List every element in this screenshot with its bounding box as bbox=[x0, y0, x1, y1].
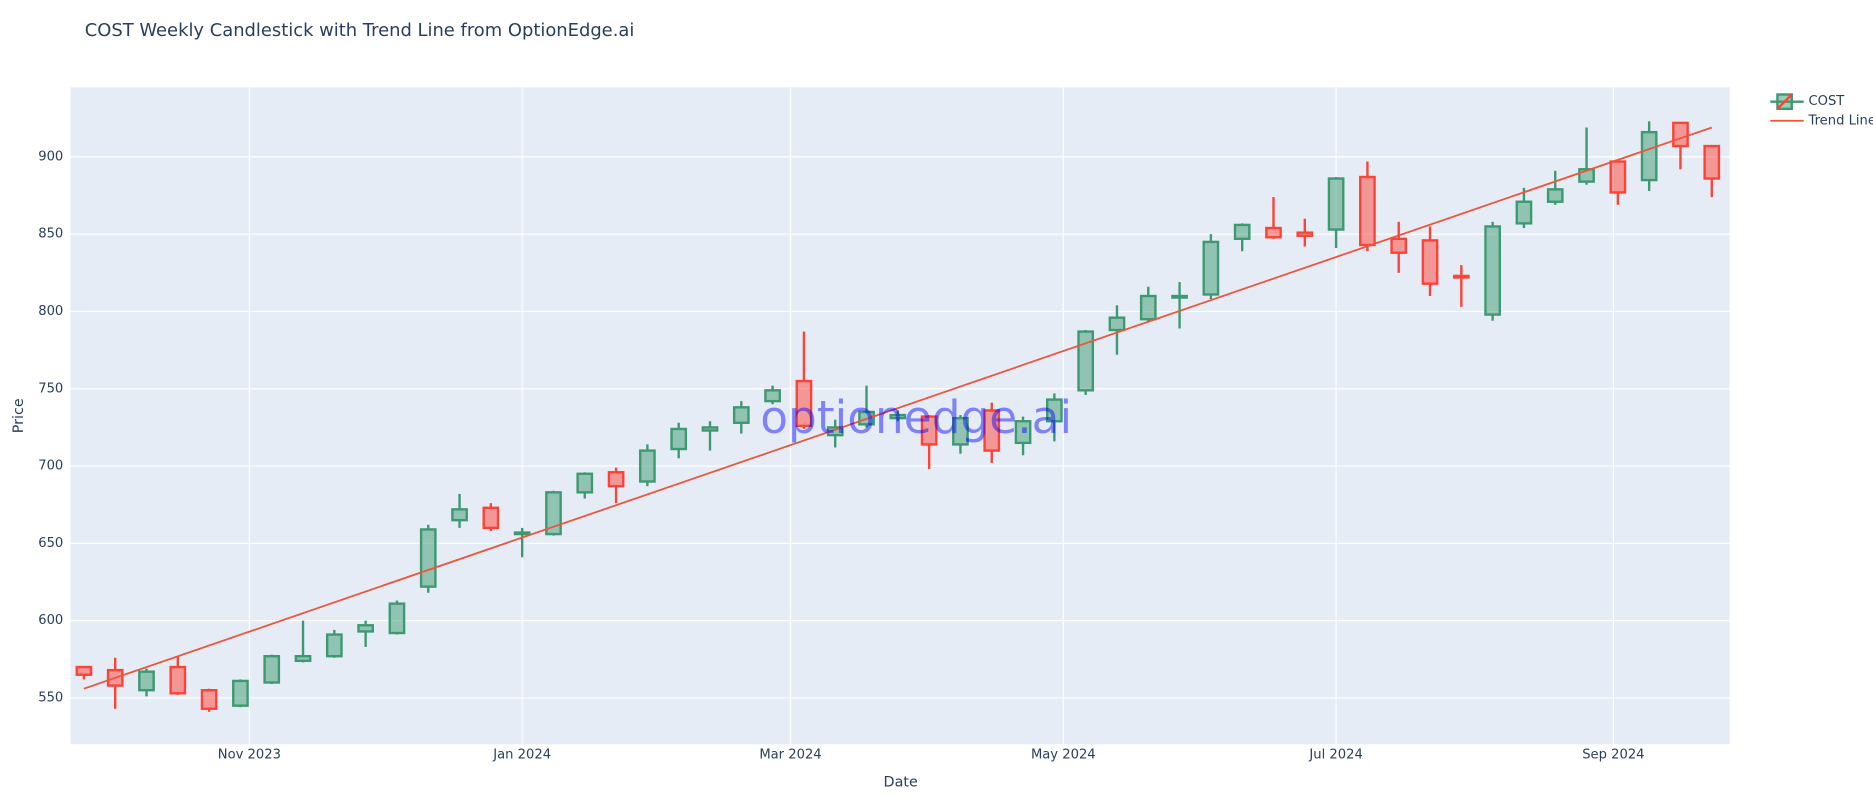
candle-body bbox=[232, 679, 249, 707]
candle-body bbox=[1139, 294, 1157, 321]
candle-body bbox=[325, 633, 343, 658]
candle-body bbox=[701, 426, 719, 432]
y-tick-label: 850 bbox=[38, 227, 63, 242]
candle-body bbox=[1452, 274, 1470, 279]
y-tick-label: 700 bbox=[38, 459, 63, 474]
y-tick-label: 800 bbox=[38, 304, 63, 319]
candle-body bbox=[1640, 130, 1658, 182]
y-tick-label: 550 bbox=[38, 690, 63, 705]
candle-body bbox=[138, 670, 155, 692]
candle-body bbox=[1327, 177, 1345, 231]
candle-body bbox=[545, 491, 562, 536]
y-tick-label: 750 bbox=[38, 381, 63, 396]
candle-body bbox=[764, 389, 781, 403]
x-tick-label: Nov 2023 bbox=[218, 748, 281, 763]
candle-body bbox=[1359, 175, 1376, 247]
x-axis-label: Date bbox=[884, 775, 918, 791]
candle-body bbox=[1703, 144, 1721, 180]
x-tick-label: Jan 2024 bbox=[492, 748, 551, 763]
candle-body bbox=[75, 665, 93, 676]
candle-body bbox=[952, 416, 969, 446]
candle-body bbox=[388, 602, 406, 635]
candle-body bbox=[889, 413, 907, 420]
candle-body bbox=[1609, 160, 1627, 194]
candle-body bbox=[169, 665, 187, 695]
legend: COST Trend Line bbox=[1770, 93, 1873, 128]
candle-body bbox=[1421, 239, 1439, 285]
candle-body bbox=[1233, 223, 1251, 241]
candle-body bbox=[200, 689, 218, 710]
x-tick-label: Jul 2024 bbox=[1308, 748, 1362, 763]
candle-body bbox=[920, 415, 938, 446]
candle-body bbox=[1672, 121, 1689, 148]
candle-body bbox=[1045, 398, 1063, 423]
watermark: optionedge.ai bbox=[760, 391, 1072, 444]
candle-body bbox=[607, 471, 625, 488]
candle-body bbox=[670, 427, 688, 451]
legend-swatch bbox=[1776, 93, 1793, 110]
y-tick-label: 900 bbox=[38, 149, 63, 164]
candle-body bbox=[263, 655, 281, 684]
trend-line bbox=[83, 126, 1713, 690]
candle-body bbox=[576, 472, 594, 494]
legend-label: Trend Line bbox=[1807, 113, 1873, 128]
candle-body bbox=[983, 409, 1001, 452]
candle-body bbox=[482, 506, 500, 530]
candle-body bbox=[357, 624, 375, 633]
candle-body bbox=[1014, 420, 1032, 445]
legend-label: COST bbox=[1808, 94, 1845, 109]
x-tick-label: Sep 2024 bbox=[1582, 748, 1644, 763]
candle-body bbox=[1390, 237, 1408, 254]
marks bbox=[75, 121, 1721, 712]
candle-body bbox=[732, 406, 750, 424]
candle-body bbox=[795, 379, 813, 428]
chart-title: COST Weekly Candlestick with Trend Line … bbox=[85, 20, 635, 41]
candle-body bbox=[1108, 316, 1126, 332]
candle-body bbox=[1202, 240, 1220, 296]
candle-body bbox=[1265, 226, 1282, 239]
candle-body bbox=[1515, 200, 1533, 225]
candle-body bbox=[1296, 231, 1314, 237]
y-axis-label: Price bbox=[11, 398, 27, 433]
candle-body bbox=[1546, 188, 1564, 203]
candle-body bbox=[513, 531, 531, 536]
candle-body bbox=[1171, 294, 1188, 299]
x-tick-label: May 2024 bbox=[1031, 748, 1096, 763]
x-tick-label: Mar 2024 bbox=[759, 748, 821, 763]
candle-body bbox=[451, 508, 468, 522]
grid bbox=[70, 87, 1730, 745]
candle-body bbox=[419, 528, 437, 588]
candle-body bbox=[639, 449, 656, 483]
candle-body bbox=[294, 655, 312, 663]
y-tick-label: 600 bbox=[38, 613, 63, 628]
y-tick-label: 650 bbox=[38, 536, 63, 551]
candle-body bbox=[1484, 225, 1501, 316]
candle-body bbox=[1077, 330, 1095, 392]
